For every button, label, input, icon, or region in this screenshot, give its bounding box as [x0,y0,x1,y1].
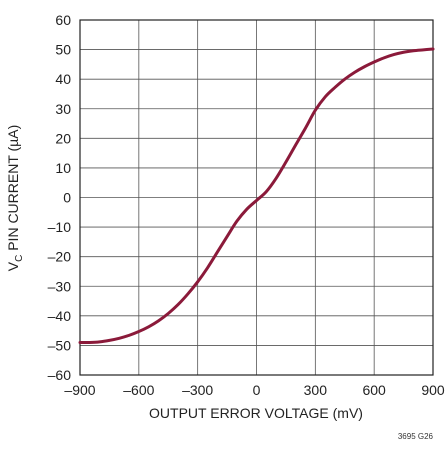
x-axis-label: OUTPUT ERROR VOLTAGE (mV) [149,405,363,421]
x-tick-label: 600 [362,382,386,398]
y-tick-label: 20 [55,130,71,146]
y-tick-labels: –60 –50 –40 –30 –20 –10 0 10 20 30 40 50 60 [48,12,72,383]
figure-number: 3695 G26 [398,432,434,441]
y-axis-label: VC PIN CURRENT (µA) [5,125,25,272]
x-tick-labels: –900 –600 –300 0 300 600 900 [64,382,444,398]
x-tick-label: –300 [182,382,213,398]
series-line [78,47,435,345]
y-axis-label-rest: PIN CURRENT (µA) [5,125,21,255]
y-axis-label-subscript: C [14,255,25,262]
y-axis-label-main: V [5,261,21,271]
y-tick-label: –40 [48,308,72,324]
x-tick-label: –600 [123,382,154,398]
y-tick-label: 40 [55,71,71,87]
y-tick-label: 10 [55,160,71,176]
y-tick-label: 60 [55,12,71,28]
x-tick-label: –900 [64,382,95,398]
series-layer [78,47,435,345]
y-tick-label: –60 [48,367,72,383]
y-tick-label: –30 [48,278,72,294]
plot-frame [79,19,434,376]
y-tick-label: 30 [55,101,71,117]
y-tick-label: –10 [48,219,72,235]
x-tick-label: 0 [253,382,261,398]
x-tick-label: 300 [304,382,328,398]
x-tick-label: 900 [421,382,445,398]
y-tick-label: 0 [63,190,71,206]
y-tick-label: 50 [55,42,71,58]
y-tick-label: –50 [48,337,72,353]
y-tick-label: –20 [48,249,72,265]
